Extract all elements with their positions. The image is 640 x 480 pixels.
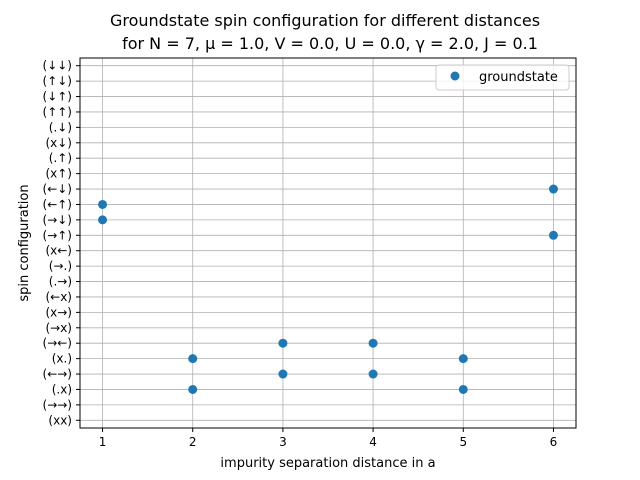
y-tick-label: (x.) (52, 352, 72, 366)
y-tick-label: (↑↑) (43, 105, 72, 119)
data-point (368, 369, 378, 379)
y-axis-ticks: (xx)(→→) (.x)(←→)(x.) (→←)(→x) (x→)(←x)(.→)… (43, 59, 80, 427)
y-tick-label: (x→) (45, 305, 72, 319)
chart-title-line2: for N = 7, μ = 1.0, V = 0.0, U = 0.0, γ … (122, 34, 538, 53)
data-point (368, 338, 378, 348)
x-axis-label: impurity separation distance in a (220, 456, 435, 471)
data-point (98, 199, 108, 209)
y-tick-label: (.→) (49, 275, 72, 289)
y-tick-label: (↓↑) (43, 90, 72, 104)
data-point (188, 384, 198, 394)
y-tick-label: (↓↓) (43, 59, 72, 73)
x-tick-label: 6 (550, 435, 558, 449)
y-tick-label: (→↑) (43, 228, 72, 242)
legend-box (435, 64, 570, 91)
y-tick-label: (x←) (45, 244, 72, 258)
y-tick-label: (←x) (45, 290, 72, 304)
data-points (98, 184, 558, 394)
y-tick-label: (→x) (45, 321, 72, 335)
y-axis-label: spin configuration (17, 184, 32, 301)
chart-title-line1: Groundstate spin configuration for diffe… (110, 11, 540, 30)
x-tick-label: 2 (189, 435, 197, 449)
y-tick-label: (x↑) (45, 167, 72, 181)
data-point (278, 369, 288, 379)
plot-frame (79, 57, 577, 429)
y-tick-label: (→→) (43, 398, 72, 412)
y-tick-label: (←→) (43, 367, 72, 381)
data-point (98, 215, 108, 225)
data-point (188, 354, 198, 364)
y-tick-label: (x↓) (45, 136, 72, 150)
y-tick-label: (←↓) (43, 182, 72, 196)
x-tick-label: 4 (369, 435, 377, 449)
x-tick-label: 3 (279, 435, 287, 449)
y-tick-label: (→←) (43, 336, 72, 350)
grid (80, 58, 576, 428)
y-tick-label: (→.) (49, 259, 72, 273)
y-tick-label: (.x) (52, 382, 72, 396)
legend: groundstate (435, 64, 570, 91)
legend-marker (450, 71, 460, 81)
x-tick-label: 1 (99, 435, 107, 449)
data-point (278, 338, 288, 348)
y-tick-label: (→↓) (43, 213, 72, 227)
data-point (458, 354, 468, 364)
data-point (548, 230, 558, 240)
x-tick-label: 5 (459, 435, 467, 449)
y-tick-label: (.↑) (49, 151, 72, 165)
data-point (458, 384, 468, 394)
y-tick-label: (.↓) (49, 120, 72, 134)
legend-label: groundstate (479, 70, 558, 85)
x-axis-ticks: 1 2 3 4 5 6 (99, 428, 558, 449)
y-tick-label: (xx) (48, 413, 72, 427)
y-tick-label: (←↑) (43, 197, 72, 211)
data-point (548, 184, 558, 194)
y-tick-label: (↑↓) (43, 74, 72, 88)
